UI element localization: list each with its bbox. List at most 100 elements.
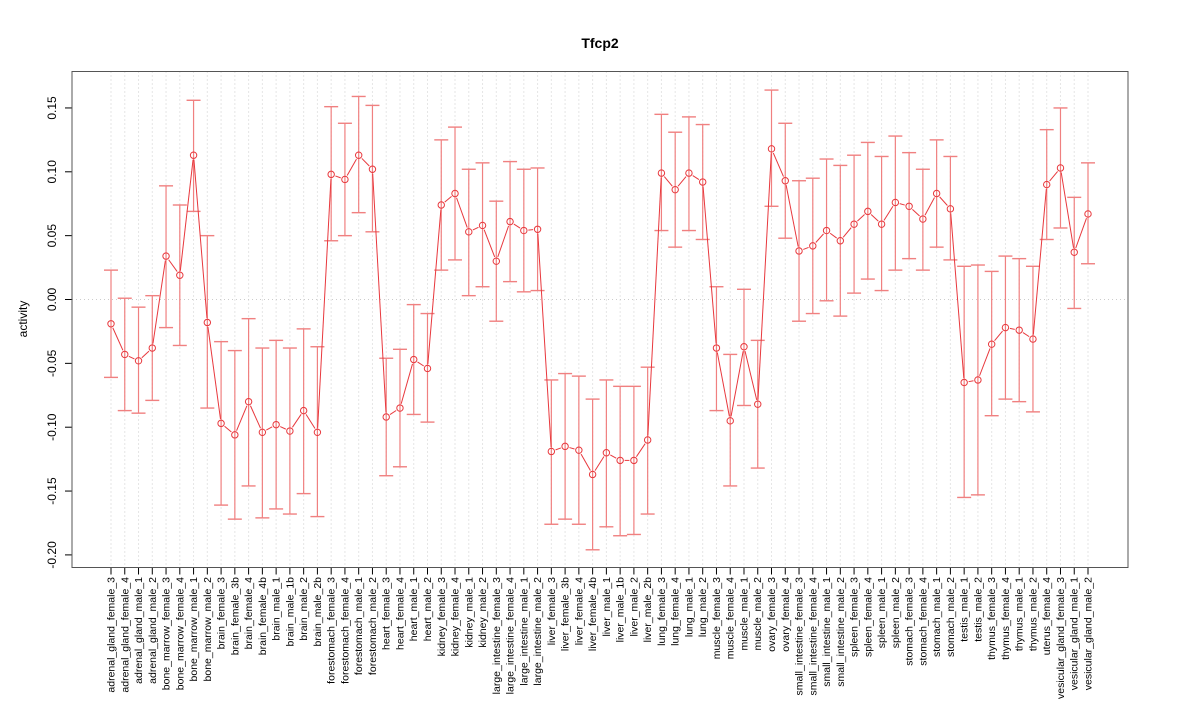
series-segment [772, 152, 784, 177]
data-point [685, 169, 693, 177]
x-tick-label: uterus_female_4 [1041, 577, 1053, 655]
error-bar [723, 353, 738, 487]
error-bar [255, 347, 270, 519]
error-bar [227, 349, 242, 520]
error-bar [943, 155, 958, 261]
x-tick-label: thymus_male_2 [1027, 577, 1039, 651]
error-bar [351, 95, 366, 214]
data-point [396, 404, 404, 412]
series-segment [513, 223, 521, 229]
x-tick-label: heart_female_4 [394, 577, 406, 650]
series-segment [141, 350, 150, 359]
series-segment [389, 410, 397, 415]
series-segment [236, 405, 248, 431]
series-segment [716, 352, 730, 417]
series-segment [883, 205, 894, 221]
series-segment [979, 348, 991, 376]
y-tick-label: -0.20 [45, 541, 59, 569]
error-bar [420, 312, 435, 423]
error-bar [159, 185, 174, 329]
error-bar [172, 204, 187, 347]
data-point [1001, 323, 1010, 332]
x-tick-label: adrenal_gland_female_3 [106, 577, 118, 693]
series-segment [112, 327, 124, 351]
series-segment [1032, 189, 1047, 335]
data-point [905, 202, 913, 210]
x-tick-label: large_intestine_male_1 [518, 577, 530, 686]
series-segment [857, 214, 865, 222]
data-point [616, 456, 624, 465]
data-point [162, 252, 170, 260]
data-point [423, 364, 432, 373]
data-point [946, 205, 955, 213]
data-point [286, 427, 294, 435]
error-bars [104, 89, 1095, 551]
error-bar [874, 155, 889, 292]
series-segment [647, 177, 662, 436]
data-point [602, 449, 611, 457]
series-segment [483, 229, 496, 258]
x-tick-label: spleen_male_1 [876, 577, 888, 648]
x-tick-label: forestomach_male_2 [367, 577, 379, 675]
series-segment [372, 173, 387, 413]
x-tick-label: brain_female_4b [257, 577, 269, 655]
data-point [313, 428, 322, 437]
data-point [960, 378, 968, 387]
series-segment [677, 176, 687, 187]
data-point [575, 446, 583, 454]
data-point [520, 226, 528, 235]
data-point [341, 175, 349, 184]
x-tick-label: liver_female_3b [560, 577, 572, 651]
x-tick-label: adrenal_gland_female_4 [119, 577, 131, 693]
error-bar [337, 122, 352, 237]
error-bar [613, 385, 628, 537]
error-bar [585, 398, 600, 551]
data-point [932, 189, 941, 198]
x-tick-label: muscle_female_4 [725, 577, 737, 659]
x-tick-label: liver_female_4b [587, 577, 599, 651]
x-tick-label: kidney_male_1 [463, 577, 475, 648]
error-bar [957, 265, 972, 499]
series-segment [842, 227, 852, 238]
error-bar [1067, 196, 1082, 310]
series-segment [912, 208, 920, 217]
error-bar [544, 379, 559, 525]
series-segment [785, 185, 799, 247]
x-tick-label: lung_male_2 [697, 577, 709, 637]
series-segment [636, 443, 646, 457]
error-bar [915, 168, 930, 271]
x-tick-label: thymus_male_1 [1014, 577, 1026, 651]
error-bar [819, 158, 834, 302]
error-bar [805, 177, 820, 315]
x-tick-label: large_intestine_female_3 [491, 577, 503, 694]
error-bar [145, 294, 160, 402]
series-segment [594, 456, 605, 471]
x-tick-label: ovary_female_4 [780, 577, 792, 652]
data-point [1015, 326, 1023, 334]
data-point [327, 170, 335, 179]
x-tick-label: brain_female_4 [243, 577, 255, 650]
data-point [107, 320, 115, 328]
series-segment [224, 425, 232, 433]
series-segment [400, 363, 413, 404]
x-tick-label: lung_female_4 [670, 577, 682, 646]
error-bar [709, 286, 724, 412]
y-axis: 0.15 0.10 0.05 0.00 -0.05 -0.10 -0.15 -0.20 [45, 96, 73, 569]
data-point [478, 221, 487, 230]
error-bar [365, 104, 380, 233]
x-tick-label: kidney_male_2 [477, 577, 489, 648]
error-bar [269, 339, 284, 510]
data-point [1056, 164, 1065, 172]
error-bar [131, 306, 146, 414]
x-tick-label: brain_female_3 [216, 577, 228, 650]
error-bar [296, 328, 311, 495]
x-tick-label: heart_male_2 [422, 577, 434, 641]
series-segment [950, 213, 965, 379]
data-point [671, 185, 679, 194]
error-bar [695, 123, 710, 241]
series-segment [580, 453, 591, 471]
error-bar [117, 297, 132, 412]
series-segment [610, 454, 617, 459]
x-tick-label: ovary_female_3 [766, 577, 778, 652]
